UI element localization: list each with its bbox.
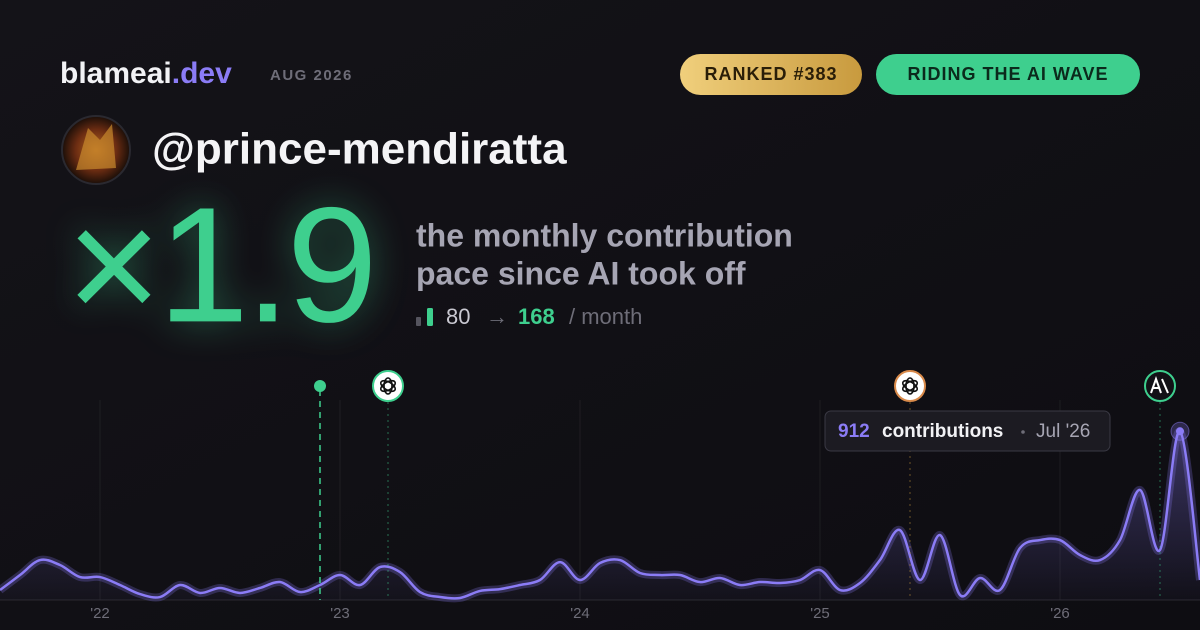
area (0, 431, 1200, 600)
multiplier: ×1.9 (66, 173, 374, 356)
x-tick-label: '26 (1050, 605, 1070, 622)
wave-badge-text: RIDING THE AI WAVE (907, 64, 1108, 84)
caption-line: pace since AI took off (416, 255, 746, 291)
rank-badge-text: RANKED #383 (704, 64, 837, 84)
anthropic-icon (1144, 370, 1176, 402)
pace-before: 80 (446, 304, 470, 329)
wave-badge (876, 54, 1140, 95)
tooltip: 912 contributions Jul '26 (824, 410, 1111, 452)
pace-after: 168 (518, 304, 555, 329)
peak-point (1176, 427, 1184, 436)
event-dot (314, 380, 326, 392)
x-tick-label: '23 (330, 605, 350, 622)
tooltip-date: Jul '26 (1036, 421, 1090, 442)
tooltip-box (824, 410, 1111, 452)
anthropic-glyph (1150, 376, 1169, 394)
rank-badge (680, 54, 862, 95)
pace-icon (416, 317, 421, 326)
brand: blameai.dev (60, 57, 232, 90)
handle: @prince-mendiratta (152, 125, 567, 174)
caption-line: the monthly contribution (416, 217, 793, 253)
x-tick-label: '24 (570, 605, 590, 622)
openai-icon (894, 370, 926, 402)
chart: '22 '23 '24 '25 '26 (0, 400, 1200, 622)
event-markers (314, 370, 1176, 600)
x-tick-label: '22 (90, 605, 110, 622)
openai-glyph (379, 377, 397, 395)
tooltip-separator (1021, 430, 1025, 434)
openai-icon (372, 370, 404, 402)
x-tick-label: '25 (810, 605, 830, 622)
openai-glyph (901, 377, 919, 395)
line (0, 430, 1200, 600)
pace-arrow: → (486, 304, 508, 329)
tooltip-label: contributions (882, 421, 1003, 442)
pace-icon (427, 308, 433, 326)
period: AUG 2026 (270, 67, 353, 84)
pace-unit: / month (569, 304, 642, 329)
tooltip-value: 912 (838, 421, 870, 442)
avatar-figure (76, 124, 116, 170)
